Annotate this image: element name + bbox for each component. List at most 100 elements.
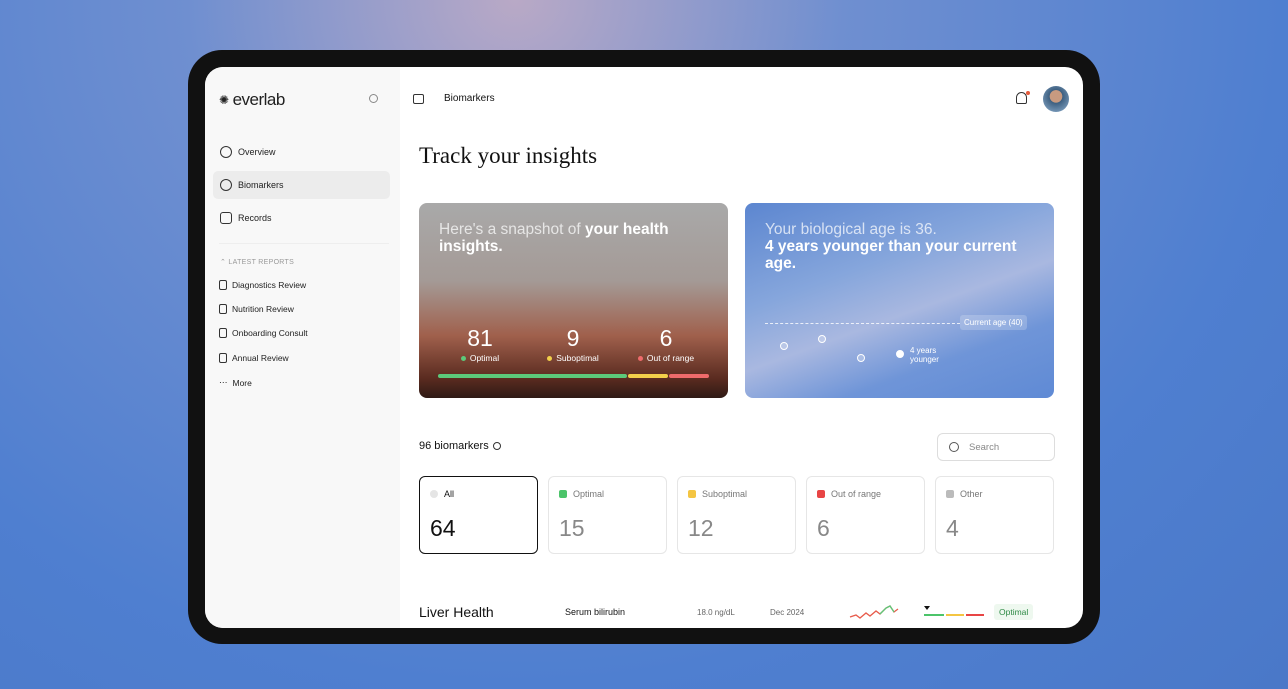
divider: [219, 243, 389, 244]
table-row[interactable]: Liver Health Serum bilirubin 18.0 ng/dL …: [419, 602, 1063, 622]
report-label: Nutrition Review: [232, 304, 294, 314]
report-item[interactable]: Diagnostics Review: [219, 280, 306, 290]
filter-all[interactable]: All 64: [419, 476, 538, 554]
stat-optimal: 81 Optimal: [430, 325, 530, 363]
main-content: Biomarkers Track your insights Here's a …: [400, 67, 1083, 628]
sidebar-toggle-icon[interactable]: [413, 94, 424, 104]
category-title: Liver Health: [419, 604, 494, 620]
avatar[interactable]: [1043, 86, 1069, 112]
snapshot-text: Here's a snapshot of your health insight…: [439, 221, 719, 255]
bar-out-of-range: [669, 374, 709, 378]
optimal-dot: [460, 355, 466, 361]
biomarker-count: 96 biomarkers: [419, 440, 501, 452]
current-bioage-point: [896, 350, 904, 358]
filter-out-of-range[interactable]: Out of range 6: [806, 476, 925, 554]
filter-label: All: [444, 489, 455, 499]
snapshot-card[interactable]: Here's a snapshot of your health insight…: [419, 203, 728, 398]
filter-count: 12: [688, 515, 714, 541]
stat-label: Optimal: [469, 353, 500, 363]
distribution-bar: [438, 374, 709, 378]
stat-value: 9: [566, 325, 580, 351]
age-point: [818, 335, 826, 343]
current-age-line: [765, 323, 960, 324]
trend-sparkline: [849, 605, 899, 619]
snapshot-text-dim: Here's a snapshot of: [439, 221, 585, 238]
biomarker-name: Serum bilirubin: [565, 607, 626, 617]
stat-suboptimal: 9 Suboptimal: [523, 325, 623, 363]
count-label: 96 biomarkers: [419, 440, 489, 452]
age-point: [857, 354, 865, 362]
all-swatch: [430, 490, 438, 498]
nav-label: Records: [238, 213, 272, 223]
bioage-line2: 4 years younger than your current age.: [765, 238, 1017, 272]
nav-label: Overview: [238, 147, 276, 157]
sidebar-item-records[interactable]: Records: [213, 204, 390, 232]
top-bar: Biomarkers: [400, 67, 1083, 131]
biomarkers-icon: [220, 179, 232, 191]
filter-count: 6: [817, 515, 830, 541]
clipboard-icon: [219, 328, 227, 338]
biological-age-card[interactable]: Your biological age is 36. 4 years younge…: [745, 203, 1054, 398]
suboptimal-swatch: [688, 490, 696, 498]
bell-icon[interactable]: [1016, 92, 1027, 104]
section-title: LATEST REPORTS: [228, 259, 295, 266]
snapshot-text-bold: your health insights.: [439, 221, 669, 255]
report-label: Diagnostics Review: [232, 280, 307, 290]
report-item[interactable]: Nutrition Review: [219, 304, 294, 314]
filter-other[interactable]: Other 4: [935, 476, 1054, 554]
filter-count: 15: [559, 515, 585, 541]
breadcrumb: Biomarkers: [444, 93, 495, 104]
filter-suboptimal[interactable]: Suboptimal 12: [677, 476, 796, 554]
report-item[interactable]: Annual Review: [219, 353, 289, 363]
age-point: [780, 342, 788, 350]
current-age-label: Current age (40): [960, 315, 1027, 330]
filter-label: Suboptimal: [702, 489, 748, 499]
info-icon[interactable]: [492, 442, 501, 450]
filter-count: 64: [430, 515, 456, 541]
range-indicator: [924, 606, 984, 616]
bar-suboptimal: [628, 374, 669, 378]
sidebar-item-overview[interactable]: Overview: [213, 138, 390, 166]
search-icon: [949, 442, 959, 452]
more-item[interactable]: ⋯ More: [219, 377, 252, 388]
stat-value: 6: [659, 325, 673, 351]
status-badge: Optimal: [994, 604, 1034, 620]
more-label: More: [232, 377, 252, 388]
clipboard-icon: [219, 280, 227, 290]
stat-label: Out of range: [646, 353, 695, 363]
search-icon[interactable]: [369, 94, 378, 103]
stat-out-of-range: 6 Out of range: [616, 325, 716, 363]
records-icon: [220, 212, 232, 224]
ellipsis-icon: ⋯: [219, 377, 228, 387]
clipboard-icon: [219, 353, 227, 363]
search-input[interactable]: Search: [937, 433, 1055, 461]
report-label: Onboarding Consult: [232, 328, 308, 338]
report-item[interactable]: Onboarding Consult: [219, 328, 308, 338]
filter-label: Other: [960, 489, 983, 499]
biomarker-date: Dec 2024: [770, 607, 805, 617]
stat-label: Suboptimal: [556, 353, 599, 363]
grid-icon: [220, 146, 232, 158]
report-label: Annual Review: [232, 353, 289, 363]
logo-text: everlab: [232, 90, 286, 109]
filter-label: Optimal: [573, 489, 605, 499]
clipboard-icon: [219, 304, 227, 314]
app-window: ✺ everlab Overview Biomarkers Records ⌃ L…: [205, 67, 1083, 628]
nav-label: Biomarkers: [238, 180, 284, 190]
stat-value: 81: [467, 325, 493, 351]
other-swatch: [946, 490, 954, 498]
latest-reports-toggle[interactable]: ⌃ LATEST REPORTS: [220, 259, 295, 266]
notification-dot: [1026, 91, 1030, 95]
search-placeholder: Search: [969, 441, 1000, 453]
sidebar-item-biomarkers[interactable]: Biomarkers: [213, 171, 390, 199]
bar-optimal: [438, 374, 628, 378]
bioage-text: Your biological age is 36. 4 years younge…: [765, 221, 1045, 272]
filter-optimal[interactable]: Optimal 15: [548, 476, 667, 554]
biomarker-value: 18.0 ng/dL: [697, 607, 735, 617]
point-label: 4 years younger: [910, 346, 939, 364]
bioage-line1: Your biological age is 36.: [765, 221, 937, 238]
out-of-range-dot: [637, 355, 643, 361]
optimal-swatch: [559, 490, 567, 498]
logo-icon: ✺: [219, 93, 229, 107]
suboptimal-dot: [547, 355, 553, 361]
